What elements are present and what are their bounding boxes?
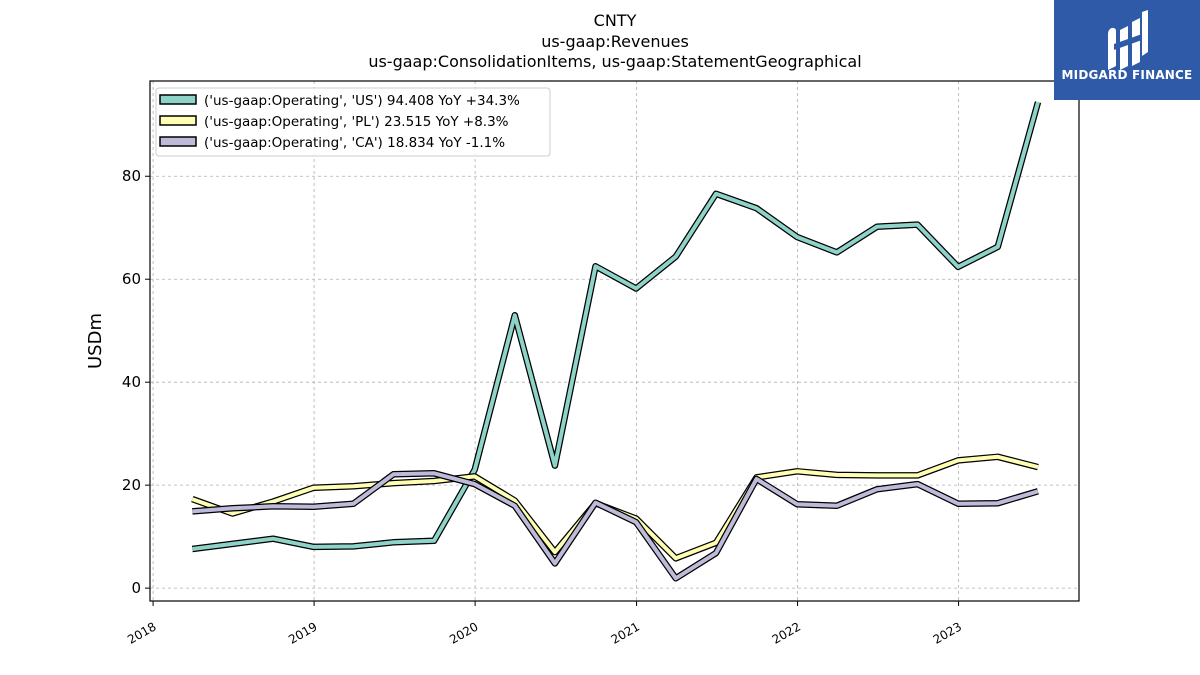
logo-text: MIDGARD FINANCE bbox=[1061, 68, 1193, 82]
legend-swatch bbox=[159, 115, 197, 126]
series-line bbox=[192, 471, 1039, 581]
x-tick-label: 2022 bbox=[770, 619, 803, 646]
y-tick-label: 60 bbox=[122, 270, 141, 288]
legend-entry-label: ('us-gaap:Operating', 'US') 94.408 YoY +… bbox=[204, 93, 520, 109]
plot-frame bbox=[149, 80, 1080, 602]
x-tick-label: 2023 bbox=[931, 619, 964, 646]
series-lines bbox=[191, 101, 1042, 582]
x-tick-label: 2019 bbox=[286, 619, 319, 646]
logo-mark-icon bbox=[1108, 10, 1148, 70]
x-tick-label: 2020 bbox=[447, 619, 480, 646]
legend: ('us-gaap:Operating', 'US') 94.408 YoY +… bbox=[155, 87, 551, 157]
legend-box bbox=[155, 87, 551, 157]
brand-logo: MIDGARD FINANCE bbox=[1054, 0, 1200, 100]
grid-lines bbox=[150, 81, 1079, 601]
chart-subtitle-line-1: us-gaap:Revenues bbox=[541, 32, 689, 51]
series-line bbox=[192, 101, 1040, 551]
chart-title: CNTY bbox=[594, 11, 637, 30]
legend-swatch bbox=[159, 94, 197, 105]
chart-subtitle-line-2: us-gaap:ConsolidationItems, us-gaap:Stat… bbox=[368, 52, 861, 71]
legend-entry-label: ('us-gaap:Operating', 'CA') 18.834 YoY -… bbox=[204, 135, 505, 151]
x-tick-label: 2021 bbox=[609, 619, 642, 646]
legend-swatch bbox=[159, 136, 197, 147]
y-tick-label: 80 bbox=[122, 167, 141, 185]
y-tick-label: 0 bbox=[131, 579, 141, 597]
axes: 0 20 40 60 80 2018 2019 2020 2021 2022 2023 bbox=[122, 167, 964, 647]
y-axis-label: USDm bbox=[85, 313, 106, 369]
legend-entry-label: ('us-gaap:Operating', 'PL') 23.515 YoY +… bbox=[204, 114, 509, 130]
x-tick-label: 2018 bbox=[125, 619, 158, 646]
y-tick-label: 40 bbox=[122, 373, 141, 391]
y-tick-label: 20 bbox=[122, 476, 141, 494]
